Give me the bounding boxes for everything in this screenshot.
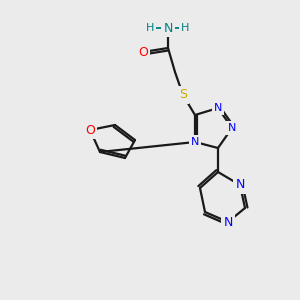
Text: N: N bbox=[223, 215, 233, 229]
Text: O: O bbox=[85, 124, 95, 136]
Text: O: O bbox=[138, 46, 148, 59]
Text: N: N bbox=[191, 137, 199, 147]
Text: N: N bbox=[163, 22, 173, 34]
Text: N: N bbox=[235, 178, 245, 191]
Text: O: O bbox=[85, 124, 95, 136]
Text: H: H bbox=[146, 23, 154, 33]
Text: N: N bbox=[228, 123, 236, 133]
Text: N: N bbox=[214, 103, 222, 113]
Text: H: H bbox=[181, 23, 189, 33]
Text: S: S bbox=[179, 88, 187, 101]
